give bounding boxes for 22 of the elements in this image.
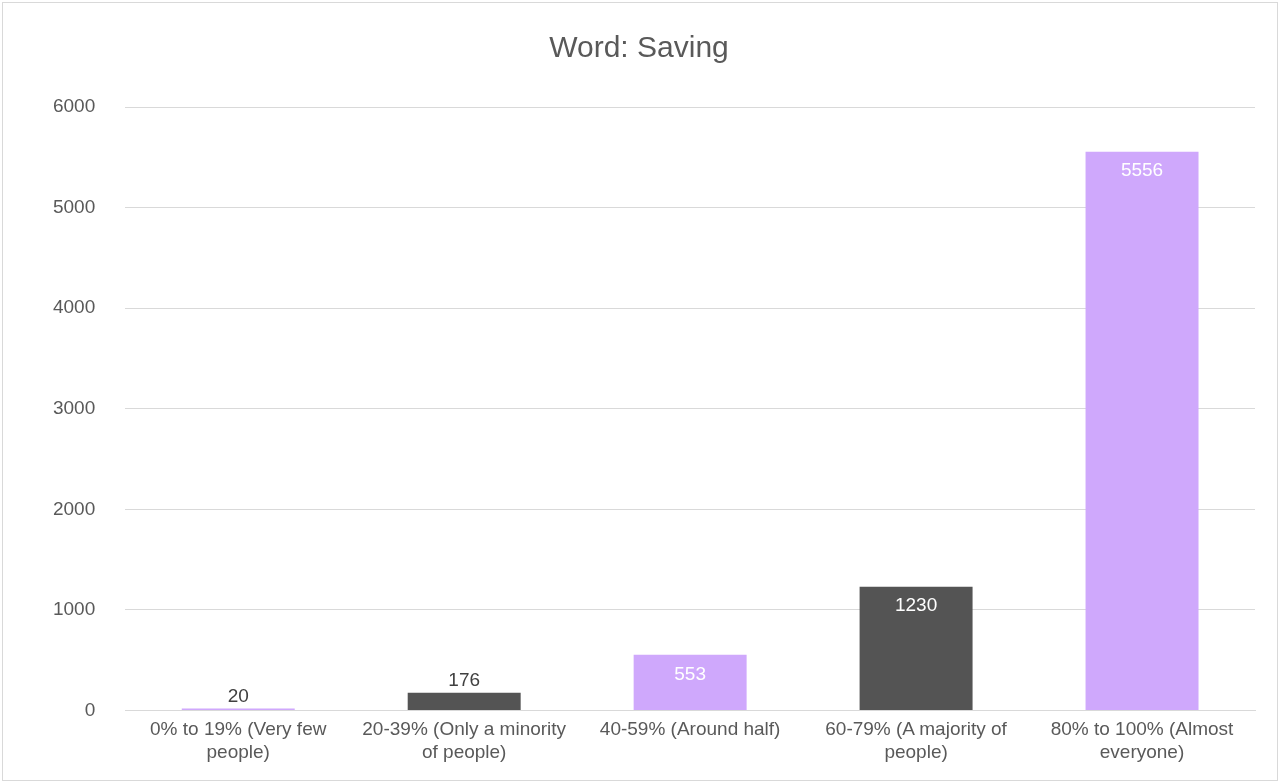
- x-tick-label: 40-59% (Around half): [599, 718, 781, 740]
- bar: [633, 654, 747, 710]
- data-label: 5556: [1120, 159, 1164, 181]
- bar: [407, 692, 521, 710]
- x-tick-label: 0% to 19% (Very few people): [150, 718, 327, 762]
- data-label: 1230: [894, 594, 938, 616]
- y-tick-label: 1000: [52, 598, 96, 620]
- y-tick-label: 0: [84, 698, 96, 720]
- x-tick-label: 80% to 100% (Almost everyone): [1050, 718, 1235, 762]
- bar: [859, 586, 973, 710]
- y-tick-label: 3000: [52, 396, 96, 418]
- y-tick-label: 2000: [52, 497, 96, 519]
- x-tick-label: 60-79% (A majority of people): [825, 718, 1008, 762]
- data-label: 176: [448, 669, 481, 691]
- y-tick-label: 6000: [52, 95, 96, 117]
- data-label: 20: [227, 685, 249, 707]
- data-label: 553: [674, 662, 706, 684]
- y-tick-label: 4000: [52, 296, 96, 318]
- y-tick-label: 5000: [52, 195, 96, 217]
- x-tick-label: 20-39% (Only a minority of people): [362, 718, 567, 762]
- chart-title: Word: Saving: [549, 30, 729, 64]
- bar: [1085, 151, 1199, 710]
